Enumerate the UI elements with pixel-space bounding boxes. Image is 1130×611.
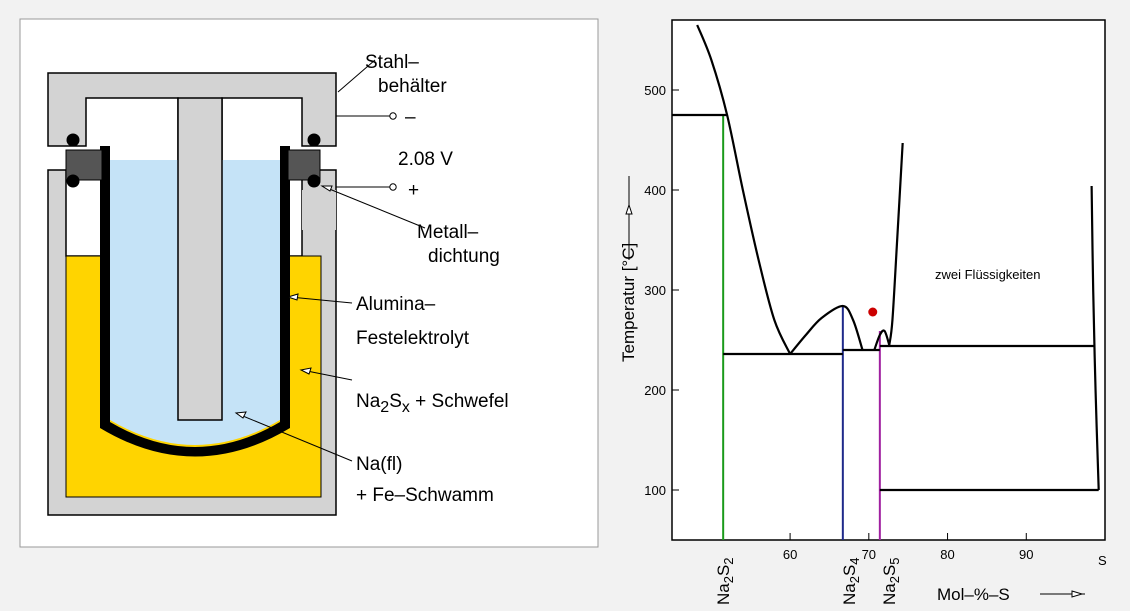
- label-minus: –: [405, 107, 416, 128]
- liquidus-right: [888, 142, 904, 346]
- y-tick-label: 400: [644, 183, 666, 198]
- y-tick-label: 500: [644, 83, 666, 98]
- liquidus-na2s5-hump: [873, 329, 891, 351]
- label-seal-2: dichtung: [428, 246, 500, 267]
- o-ring: [66, 174, 80, 188]
- label-alumina-1: Alumina–: [356, 294, 436, 315]
- cell-diagram: Stahl– behälter – 2.08 V + Metall– dicht…: [19, 18, 599, 548]
- label-steel-2: behälter: [378, 76, 447, 97]
- liquidus-na2s4-dome: [789, 304, 864, 355]
- label-plus: +: [408, 180, 419, 201]
- phase-diagram: 60 70 80 90 100 200 300 400 500 S zwei Flüssigk…: [619, 19, 1107, 605]
- steel-right-collar: [302, 190, 336, 230]
- arrowhead: [299, 367, 312, 375]
- y-tick-label: 100: [644, 483, 666, 498]
- compound-label-na2s5: Na2S5: [880, 557, 902, 605]
- x-tick-label: 60: [783, 547, 797, 562]
- y-axis-arrowhead: [625, 203, 633, 215]
- y-tick-label: 300: [644, 283, 666, 298]
- x-ticks: 60 70 80 90: [783, 533, 1034, 562]
- x-tick-label: 90: [1019, 547, 1033, 562]
- label-na: Na(fl): [356, 454, 402, 475]
- label-alumina-2: Festelektrolyt: [356, 328, 470, 349]
- compound-label-na2s4: Na2S4: [840, 557, 862, 605]
- rod-over-sodium: [177, 97, 223, 421]
- leader-na2sx: [301, 369, 353, 381]
- x-tick-label: 70: [862, 547, 876, 562]
- label-voltage: 2.08 V: [398, 149, 453, 170]
- label-fe: + Fe–Schwamm: [356, 485, 494, 506]
- leader-steel: [337, 59, 376, 93]
- arrowhead: [234, 411, 247, 419]
- seal-block-left: [65, 149, 103, 181]
- annotation-two-liquids: zwei Flüssigkeiten: [935, 267, 1041, 282]
- arrowhead: [320, 185, 333, 192]
- compound-label-na2s2: Na2S2: [714, 557, 736, 605]
- o-ring: [66, 133, 80, 147]
- liquidus-na2s2: [696, 24, 792, 355]
- red-point: [868, 307, 878, 317]
- o-ring: [307, 174, 321, 188]
- leader-seal: [321, 185, 426, 229]
- y-tick-label: 200: [644, 383, 666, 398]
- x-tick-label: 80: [940, 547, 954, 562]
- x-axis-arrowhead: [1071, 590, 1084, 598]
- leader-alumina: [289, 296, 353, 304]
- arrowhead: [286, 293, 299, 301]
- plus-terminal: [389, 183, 397, 191]
- phase-curves: [672, 24, 1100, 540]
- liquidus-sulfur: [1090, 185, 1100, 491]
- leader-na: [237, 413, 353, 462]
- y-axis-title: Temperatur [°C]: [619, 243, 638, 362]
- plot-area: [671, 19, 1106, 541]
- x-axis-title: Mol–%–S: [937, 585, 1010, 604]
- label-na2sx: Na2Sx + Schwefel: [356, 391, 509, 416]
- x-end-label: S: [1098, 553, 1107, 568]
- minus-terminal: [389, 112, 397, 120]
- o-ring: [307, 133, 321, 147]
- y-ticks: 100 200 300 400 500: [644, 83, 679, 498]
- label-seal-1: Metall–: [417, 222, 479, 243]
- label-steel-1: Stahl–: [365, 52, 419, 73]
